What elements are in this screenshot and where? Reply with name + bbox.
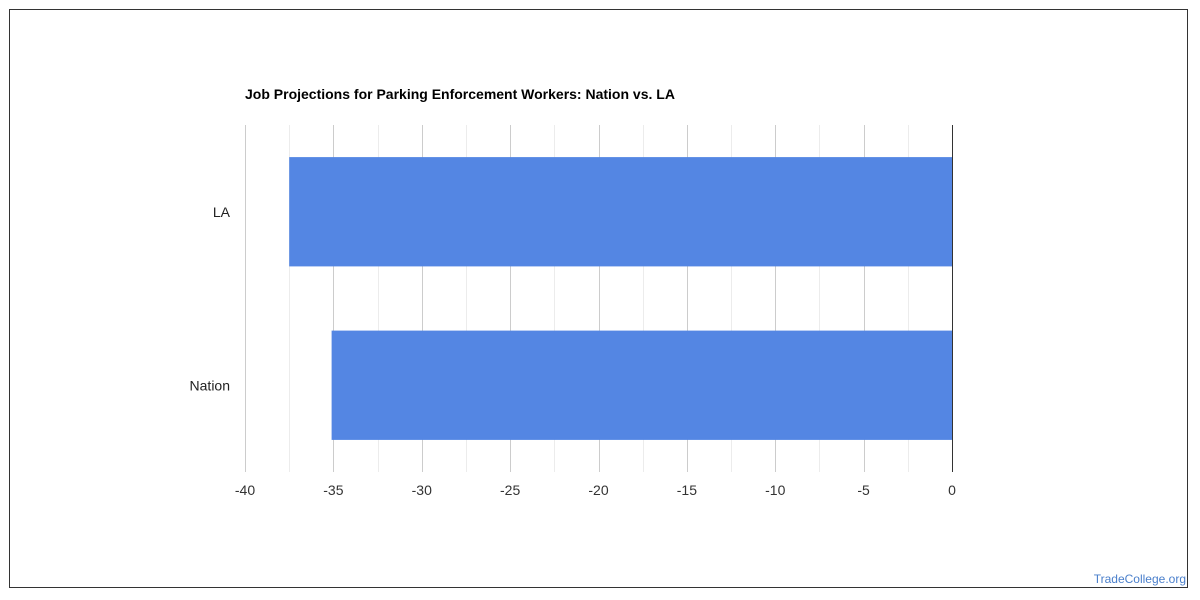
- x-tick-labels: -40 -35 -30 -25 -20 -15 -10 -5 0: [235, 482, 956, 498]
- bar-nation[interactable]: [331, 330, 952, 440]
- x-tick-label: -35: [323, 482, 343, 498]
- x-tick-label: -15: [677, 482, 697, 498]
- x-tick-label: -10: [765, 482, 785, 498]
- x-tick-label: 0: [948, 482, 956, 498]
- x-tick-label: -20: [588, 482, 608, 498]
- watermark-link[interactable]: TradeCollege.org: [1093, 572, 1186, 586]
- x-tick-label: -5: [857, 482, 870, 498]
- x-tick-label: -40: [235, 482, 255, 498]
- category-labels: LA Nation: [190, 204, 231, 394]
- chart-title: Job Projections for Parking Enforcement …: [245, 86, 675, 102]
- chart-frame: [9, 9, 1188, 588]
- category-label: Nation: [190, 377, 230, 393]
- category-label: LA: [213, 204, 231, 220]
- bars: [289, 157, 952, 440]
- x-tick-label: -30: [412, 482, 432, 498]
- x-tick-label: -25: [500, 482, 520, 498]
- bar-la[interactable]: [289, 157, 952, 267]
